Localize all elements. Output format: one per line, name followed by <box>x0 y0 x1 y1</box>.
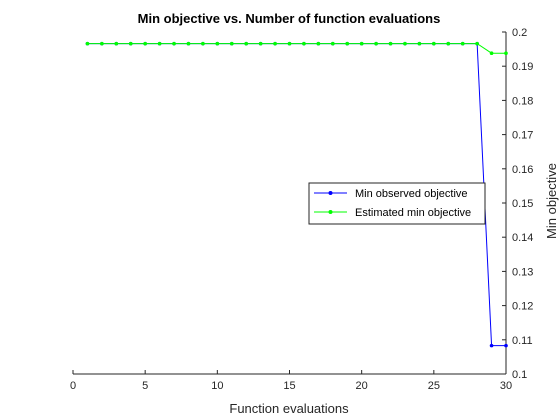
y-tick-label: 0.18 <box>512 95 533 107</box>
data-point <box>489 343 494 348</box>
data-point <box>388 41 393 46</box>
data-point <box>432 41 436 46</box>
data-point <box>460 41 465 46</box>
data-point <box>331 41 335 46</box>
legend-marker-estimated <box>328 210 333 214</box>
legend-label-observed: Min observed objective <box>355 188 468 200</box>
data-point <box>446 41 451 46</box>
x-tick-label: 15 <box>283 380 295 392</box>
data-point <box>258 41 263 46</box>
data-point <box>273 41 277 46</box>
y-tick-label: 0.19 <box>512 61 533 73</box>
data-point <box>201 41 205 46</box>
y-tick-label: 0.2 <box>512 27 527 39</box>
legend-box <box>308 182 486 225</box>
y-axis-label: Min objective <box>544 163 559 239</box>
data-point <box>403 41 407 46</box>
x-ticks: 0 5 10 15 20 25 30 <box>70 370 512 392</box>
data-point <box>100 41 104 46</box>
data-point <box>128 41 133 46</box>
series-layer <box>85 41 508 348</box>
y-tick-label: 0.14 <box>512 232 533 244</box>
legend-marker-observed <box>328 191 333 195</box>
data-point <box>143 41 147 46</box>
y-tick-label: 0.15 <box>512 198 533 210</box>
x-tick-label: 25 <box>428 380 440 392</box>
x-tick-label: 0 <box>70 380 76 392</box>
data-point <box>215 41 220 46</box>
data-point <box>374 41 378 46</box>
data-point <box>244 41 248 46</box>
chart-title: Min objective vs. Number of function eva… <box>138 11 441 26</box>
data-point <box>157 41 162 46</box>
legend: Min observed objective Estimated min obj… <box>308 182 486 225</box>
data-point <box>229 41 234 46</box>
y-tick-label: 0.11 <box>512 335 533 347</box>
data-point <box>302 41 306 46</box>
data-point <box>172 41 176 46</box>
series-line <box>87 43 506 54</box>
data-point <box>345 41 350 46</box>
plot-area: 0 5 10 15 20 25 30 0.1 0.11 0.12 0.13 0.14 0.15 0.16… <box>70 27 533 392</box>
y-ticks: 0.1 0.11 0.12 0.13 0.14 0.15 0.16 0.17 0.18 0.19 0… <box>502 27 533 381</box>
data-point <box>489 51 494 56</box>
data-point <box>359 41 364 46</box>
data-point <box>504 343 508 348</box>
data-point <box>504 51 508 56</box>
y-tick-label: 0.12 <box>512 301 533 313</box>
data-point <box>316 41 321 46</box>
data-point <box>186 41 191 46</box>
data-point <box>85 41 90 46</box>
data-point <box>114 41 119 46</box>
data-point <box>287 41 292 46</box>
y-tick-label: 0.17 <box>512 130 533 142</box>
y-tick-label: 0.1 <box>512 369 527 381</box>
x-tick-label: 10 <box>211 380 223 392</box>
y-tick-label: 0.13 <box>512 266 533 278</box>
x-tick-label: 30 <box>500 380 512 392</box>
data-point <box>475 41 479 46</box>
x-tick-label: 5 <box>142 380 148 392</box>
series-2 <box>85 41 508 56</box>
legend-label-estimated: Estimated min objective <box>355 207 471 219</box>
x-tick-label: 20 <box>356 380 368 392</box>
y-tick-label: 0.16 <box>512 164 533 176</box>
data-point <box>417 41 422 46</box>
x-axis-label: Function evaluations <box>229 401 349 416</box>
